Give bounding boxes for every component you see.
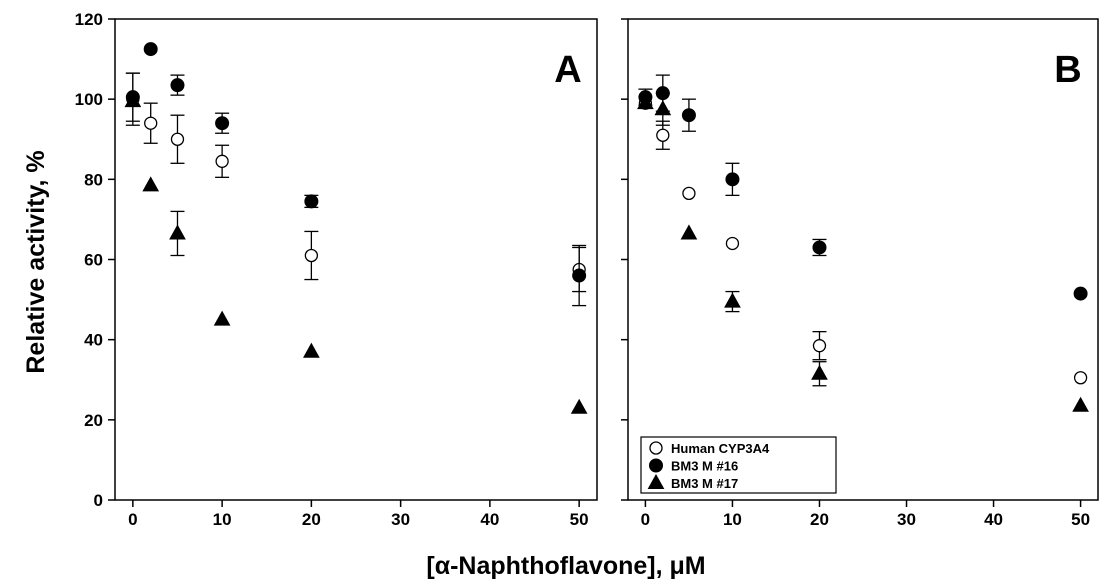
data-point-filled-circle xyxy=(681,108,696,123)
data-point-filled-triangle xyxy=(724,292,741,308)
x-tick-label: 10 xyxy=(213,510,232,529)
data-point-open-circle xyxy=(144,116,158,130)
x-tick-label: 50 xyxy=(570,510,589,529)
x-tick-label: 40 xyxy=(984,510,1003,529)
series-open-circle xyxy=(125,72,587,293)
y-tick-label: 40 xyxy=(84,331,103,350)
data-point-filled-circle xyxy=(215,116,230,131)
data-point-open-circle xyxy=(1073,371,1088,385)
x-tick-label: 20 xyxy=(810,510,829,529)
x-tick-label: 30 xyxy=(897,510,916,529)
data-point-filled-triangle xyxy=(124,92,142,108)
y-tick-label: 100 xyxy=(75,90,103,109)
data-point-filled-circle xyxy=(1073,286,1088,301)
data-point-filled-circle xyxy=(143,42,158,57)
data-point-open-circle xyxy=(215,154,229,168)
series-open-circle xyxy=(638,96,1088,385)
panel-label: A xyxy=(554,49,581,91)
data-point-filled-triangle xyxy=(811,364,828,380)
data-point-filled-triangle xyxy=(680,224,698,240)
data-point-filled-triangle xyxy=(637,94,654,110)
x-tick-label: 30 xyxy=(391,510,410,529)
data-point-filled-triangle xyxy=(303,342,320,358)
legend-entry-label: Human CYP3A4 xyxy=(671,441,770,456)
series-filled-circle xyxy=(125,42,587,307)
x-tick-label: 20 xyxy=(302,510,321,529)
data-point-filled-circle xyxy=(725,172,740,187)
legend-entry-label: BM3 M #16 xyxy=(671,459,738,474)
legend-entry-label: BM3 M #17 xyxy=(671,476,738,491)
data-point-open-circle xyxy=(812,339,827,353)
data-point-filled-circle xyxy=(304,194,319,209)
series-filled-circle xyxy=(638,74,1088,301)
data-point-filled-triangle xyxy=(1072,396,1089,412)
x-axis-title: [α-Naphthoflavone], μM xyxy=(426,552,705,580)
y-tick-label: 120 xyxy=(75,10,103,29)
data-point-filled-triangle xyxy=(142,176,160,192)
legend: Human CYP3A4 BM3 M #16 BM3 M #17 xyxy=(640,436,837,494)
series-filled-triangle xyxy=(637,92,1089,412)
data-point-open-circle xyxy=(656,128,670,142)
x-tick-label: 0 xyxy=(128,510,137,529)
panel-a: 0 10 20 30 40 50 0 20 40 60 80 100 120 A xyxy=(75,10,598,529)
data-point-open-circle xyxy=(682,186,696,201)
plot-frame xyxy=(627,18,1099,501)
data-point-filled-triangle xyxy=(570,398,588,414)
y-tick-label: 60 xyxy=(84,251,103,270)
y-tick-label: 80 xyxy=(84,170,103,189)
legend-box xyxy=(640,436,837,494)
data-point-open-circle xyxy=(304,248,319,263)
x-tick-label: 50 xyxy=(1071,510,1090,529)
data-point-filled-circle xyxy=(649,458,663,473)
data-point-open-circle xyxy=(725,236,740,251)
data-point-filled-circle xyxy=(812,240,827,255)
data-point-filled-circle xyxy=(170,78,185,93)
y-axis-title: Relative activity, % xyxy=(22,150,50,373)
plot-frame xyxy=(114,18,598,501)
data-point-filled-triangle xyxy=(654,100,672,116)
x-tick-label: 40 xyxy=(480,510,499,529)
data-point-filled-triangle xyxy=(647,473,665,489)
data-point-open-circle xyxy=(170,132,185,146)
series-filled-triangle xyxy=(124,92,588,414)
x-tick-label: 10 xyxy=(723,510,742,529)
data-point-open-circle xyxy=(649,441,663,455)
panel-label: B xyxy=(1054,49,1081,91)
y-tick-label: 20 xyxy=(84,411,103,430)
x-tick-label: 0 xyxy=(641,510,650,529)
data-point-filled-triangle xyxy=(169,224,186,240)
y-tick-label: 0 xyxy=(94,491,103,510)
panel-b: 0 10 20 30 40 50 B Human CYP3A4 BM3 M #16 BM3 M #… xyxy=(621,18,1099,529)
data-point-filled-triangle xyxy=(213,310,231,326)
data-point-filled-circle xyxy=(572,268,587,283)
